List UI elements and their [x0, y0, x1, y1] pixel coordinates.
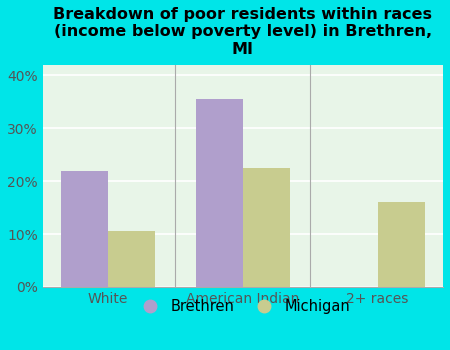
Bar [196, 99, 243, 287]
Bar [108, 231, 155, 287]
Title: Breakdown of poor residents within races
(income below poverty level) in Brethre: Breakdown of poor residents within races… [53, 7, 432, 57]
Bar [378, 202, 425, 287]
Bar [243, 168, 290, 287]
Bar [61, 171, 108, 287]
Legend: Brethren, Michigan: Brethren, Michigan [130, 293, 356, 320]
